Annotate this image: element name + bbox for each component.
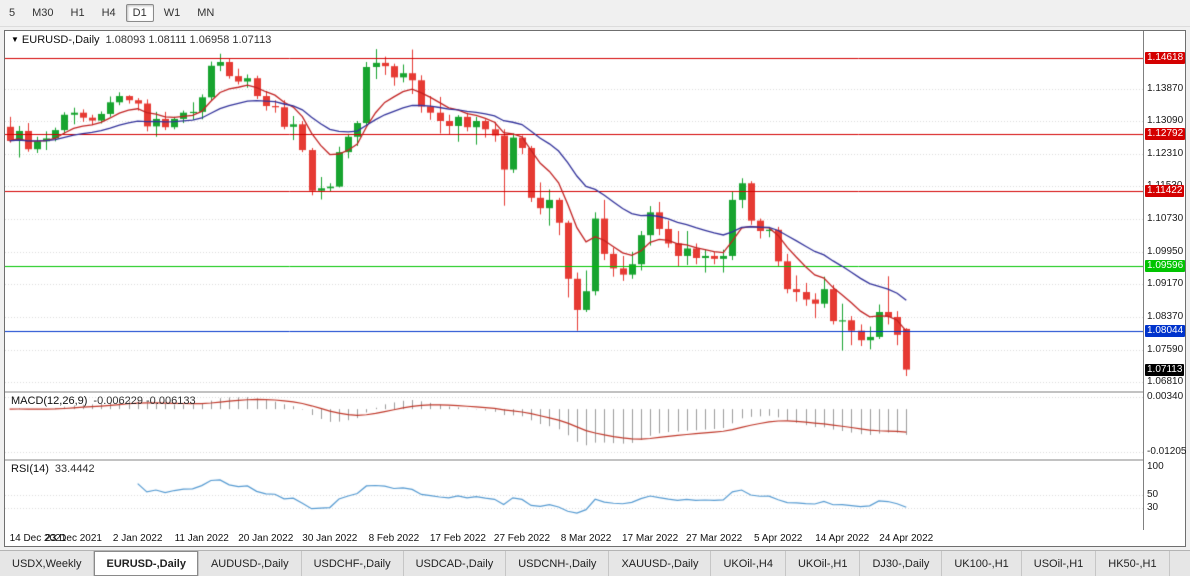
chart-tabbar: USDX,Weekly EURUSD-,Daily AUDUSD-,Daily USD… xyxy=(0,550,1190,576)
chart-tab-ukoil-h1[interactable]: UKOil-,H1 xyxy=(785,551,861,576)
date-axis-label: 17 Mar 2022 xyxy=(621,533,679,544)
rsi-panel-canvas[interactable] xyxy=(5,461,1143,530)
panel-splitter[interactable] xyxy=(5,391,1185,393)
macd-name: MACD(12,26,9) xyxy=(11,395,88,407)
chart-tab-uk100-h1[interactable]: UK100-,H1 xyxy=(942,551,1022,576)
axis-tick-label: 1.07590 xyxy=(1147,343,1184,355)
macd-panel-canvas[interactable] xyxy=(5,393,1143,459)
macd-indicator-label: MACD(12,26,9) -0.006229 -0.006133 xyxy=(11,395,196,407)
chart-tab-ukoil-h4[interactable]: UKOil-,H4 xyxy=(711,551,786,576)
axis-tick-label: 100 xyxy=(1147,461,1164,472)
axis-tick-label: 1.08370 xyxy=(1147,311,1184,323)
hline-price-badge: 1.11422 xyxy=(1145,184,1185,197)
axis-tick-label: 1.09170 xyxy=(1147,278,1184,290)
date-axis-label: 2 Jan 2022 xyxy=(112,533,163,544)
chart-window: ▼ EURUSD-,Daily 1.08093 1.08111 1.06958 1.… xyxy=(4,30,1186,547)
timeframe-button-w1[interactable]: W1 xyxy=(163,7,181,19)
date-axis-label: 8 Feb 2022 xyxy=(368,533,420,544)
date-axis-label: 24 Apr 2022 xyxy=(879,533,934,544)
chart-ohlc-values: 1.08093 1.08111 1.06958 1.07113 xyxy=(105,34,272,46)
date-axis-label: 17 Feb 2022 xyxy=(429,533,487,544)
date-axis-label: 11 Jan 2022 xyxy=(174,533,229,544)
chart-tab-hk50-h1[interactable]: HK50-,H1 xyxy=(1096,551,1170,576)
date-axis-label: 20 Jan 2022 xyxy=(238,533,294,544)
axis-tick-label: -0.01205 xyxy=(1147,445,1187,457)
timeframe-button-mn[interactable]: MN xyxy=(197,7,215,19)
timeframe-button-m30[interactable]: M30 xyxy=(32,7,54,19)
axis-tick-label: 0.00340 xyxy=(1147,391,1184,403)
hline-price-badge: 1.08044 xyxy=(1145,324,1186,337)
chart-tab-dj30-daily[interactable]: DJ30-,Daily xyxy=(860,551,943,576)
price-axis-scale[interactable]: 1.138701.130901.123101.115301.107301.099… xyxy=(1143,31,1187,530)
collapse-arrow-icon[interactable]: ▼ xyxy=(11,35,19,44)
chart-tab-usdcad-daily[interactable]: USDCAD-,Daily xyxy=(403,551,507,576)
axis-tick-label: 1.13870 xyxy=(1147,83,1184,94)
panel-splitter[interactable] xyxy=(5,459,1185,461)
date-axis[interactable]: 14 Dec 2021 23 Dec 2021 2 Jan 2022 11 Jan 2… xyxy=(5,530,1143,548)
chart-tab-usdcnh-daily[interactable]: USDCNH-,Daily xyxy=(506,551,610,576)
chart-tab-usdchf-daily[interactable]: USDCHF-,Daily xyxy=(301,551,404,576)
chart-title: ▼ EURUSD-,Daily 1.08093 1.08111 1.06958 1.… xyxy=(11,34,271,46)
chart-tab-usoil-h1[interactable]: USOil-,H1 xyxy=(1021,551,1097,576)
price-chart-canvas[interactable] xyxy=(5,31,1143,391)
date-axis-label: 14 Apr 2022 xyxy=(815,533,870,544)
timeframe-button-5[interactable]: 5 xyxy=(9,7,16,19)
chart-tab-audusd-daily[interactable]: AUDUSD-,Daily xyxy=(198,551,302,576)
axis-tick-label: 30 xyxy=(1147,501,1159,513)
chart-symbol-label: EURUSD-,Daily xyxy=(21,34,100,46)
timeframe-toolbar: 5 M30 H1 H4 D1 W1 MN xyxy=(0,0,1190,27)
date-axis-label: 30 Jan 2022 xyxy=(302,533,358,544)
timeframe-button-d1[interactable]: D1 xyxy=(125,4,154,22)
macd-values: -0.006229 -0.006133 xyxy=(93,395,196,407)
hline-price-badge: 1.09596 xyxy=(1145,260,1186,273)
hline-price-badge: 1.12792 xyxy=(1145,127,1186,140)
chart-tab-usdx-weekly[interactable]: USDX,Weekly xyxy=(0,551,95,576)
rsi-value: 33.4442 xyxy=(54,463,95,475)
axis-tick-label: 50 xyxy=(1147,489,1159,500)
axis-tick-label: 1.09950 xyxy=(1147,245,1184,257)
date-axis-label: 14 Dec 2021 xyxy=(9,533,67,544)
timeframe-button-h1[interactable]: H1 xyxy=(70,7,85,19)
hline-price-badge: 1.14618 xyxy=(1145,51,1186,64)
current-price-badge: 1.07113 xyxy=(1145,363,1185,376)
rsi-indicator-label: RSI(14) 33.4442 xyxy=(11,463,95,475)
axis-tick-label: 1.06810 xyxy=(1147,376,1184,388)
date-axis-label: 27 Mar 2022 xyxy=(686,533,743,544)
axis-tick-label: 1.13090 xyxy=(1147,115,1184,127)
date-axis-label: 8 Mar 2022 xyxy=(560,533,612,544)
axis-tick-label: 1.12310 xyxy=(1147,147,1184,159)
axis-tick-label: 1.10730 xyxy=(1147,213,1184,225)
chart-tab-xauusd-daily[interactable]: XAUUSD-,Daily xyxy=(609,551,712,576)
timeframe-button-h4[interactable]: H4 xyxy=(101,7,116,19)
rsi-name: RSI(14) xyxy=(11,463,49,475)
chart-tab-eurusd-daily[interactable]: EURUSD-,Daily xyxy=(94,551,199,576)
date-axis-label: 23 Dec 2021 xyxy=(45,533,102,544)
date-axis-label: 27 Feb 2022 xyxy=(493,533,551,544)
date-axis-label: 5 Apr 2022 xyxy=(753,533,803,544)
